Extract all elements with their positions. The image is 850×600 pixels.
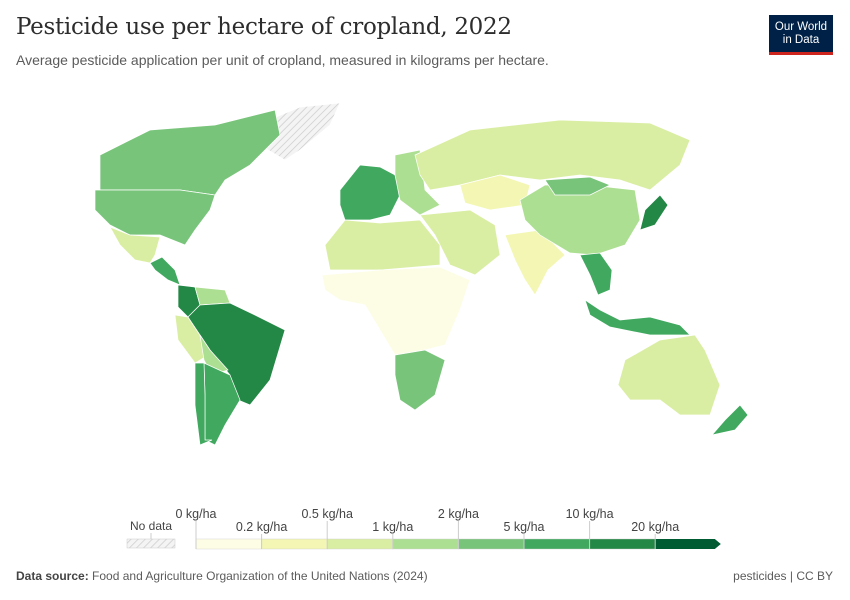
legend-bin-2: [327, 538, 394, 550]
country-russia[interactable]: [414, 119, 691, 191]
legend-bin-4: [458, 538, 525, 550]
legend-no-data-swatch: [126, 538, 176, 549]
source-text[interactable]: Food and Agriculture Organization of the…: [92, 569, 428, 583]
country-middle-east[interactable]: [419, 209, 501, 276]
legend-label-3: 1 kg/ha: [372, 520, 413, 534]
owid-logo[interactable]: Our World in Data: [769, 15, 833, 55]
legend-bin-1: [261, 538, 328, 550]
country-mexico[interactable]: [109, 226, 161, 264]
legend-bin-5: [523, 538, 590, 550]
country-venezuela[interactable]: [194, 286, 231, 306]
legend-bin-3: [392, 538, 459, 550]
world-map: [94, 102, 749, 446]
legend-label-0: 0 kg/ha: [175, 507, 216, 521]
license[interactable]: pesticides | CC BY: [733, 569, 833, 583]
legend-label-1: 0.2 kg/ha: [236, 520, 287, 534]
legend-bin-7: [655, 539, 721, 549]
legend-label-2: 0.5 kg/ha: [301, 507, 352, 521]
country-central-america[interactable]: [149, 256, 181, 286]
legend-bin-6: [589, 538, 656, 550]
source-label: Data source:: [16, 569, 89, 583]
country-southeast-asia[interactable]: [579, 252, 613, 296]
country-new-zealand[interactable]: [711, 404, 749, 436]
country-indonesia[interactable]: [584, 299, 691, 336]
country-chile[interactable]: [194, 362, 213, 446]
legend-label-4: 2 kg/ha: [438, 507, 479, 521]
country-southern-africa[interactable]: [394, 349, 446, 411]
legend-label-5: 5 kg/ha: [503, 520, 544, 534]
legend-label-7: 20 kg/ha: [631, 520, 679, 534]
country-united-states[interactable]: [94, 189, 216, 246]
chart-subtitle: Average pesticide application per unit o…: [16, 52, 549, 68]
legend-label-6: 10 kg/ha: [566, 507, 614, 521]
country-mongolia[interactable]: [544, 176, 611, 196]
data-source: Data source: Food and Agriculture Organi…: [16, 569, 428, 583]
country-australia[interactable]: [617, 334, 721, 416]
country-north-africa[interactable]: [324, 219, 441, 271]
country-sub-saharan-africa[interactable]: [321, 266, 471, 356]
chart-title: Pesticide use per hectare of cropland, 2…: [16, 14, 512, 40]
legend-bin-0: [195, 538, 262, 550]
country-japan[interactable]: [639, 194, 669, 231]
country-western-europe[interactable]: [339, 164, 401, 221]
legend-no-data-label: No data: [130, 519, 172, 533]
country-canada[interactable]: [99, 109, 281, 196]
